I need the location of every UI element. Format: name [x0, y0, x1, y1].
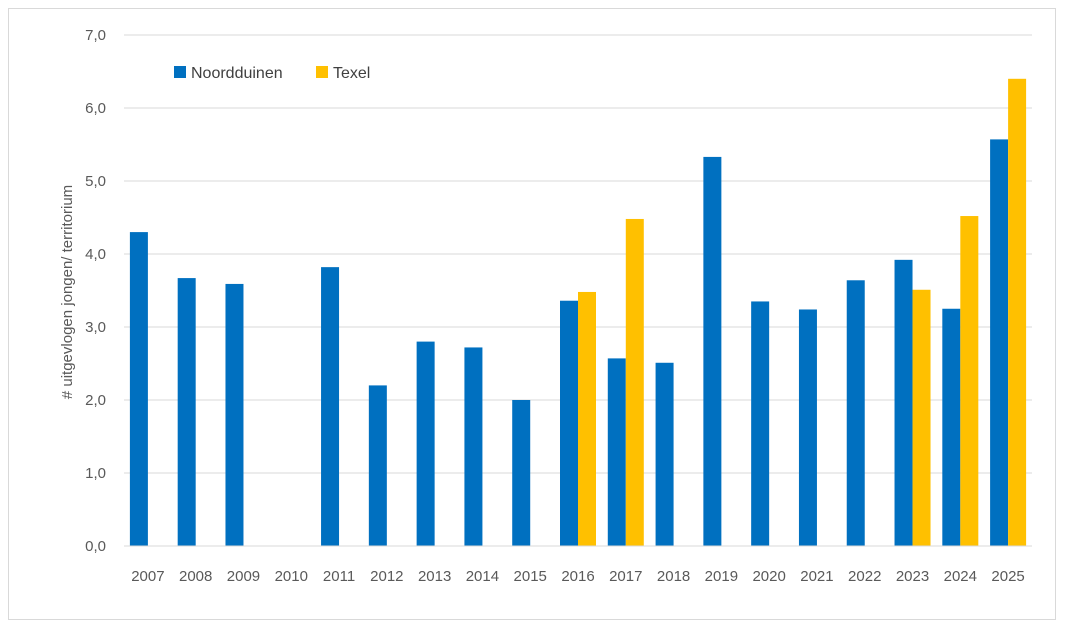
x-tick-label: 2025: [991, 568, 1024, 585]
x-tick-label: 2011: [323, 568, 355, 585]
bar-noordduinen: [894, 259, 913, 546]
x-tick-label: 2023: [896, 568, 929, 585]
bar-texel: [960, 216, 979, 547]
y-tick-label: 0,0: [85, 538, 106, 555]
gridlines: [124, 34, 1032, 474]
bar-noordduinen: [607, 358, 626, 546]
y-tick-label: 5,0: [85, 173, 106, 190]
bar-noordduinen: [798, 309, 817, 546]
x-tick-label: 2014: [466, 568, 499, 585]
bar-noordduinen: [416, 341, 435, 546]
bar-texel: [912, 289, 931, 546]
legend: Noordduinen Texel: [174, 65, 370, 82]
y-tick-label: 2,0: [85, 392, 106, 409]
y-tick-label: 4,0: [85, 246, 106, 263]
bars: [129, 78, 1027, 547]
bar-noordduinen: [512, 400, 531, 546]
y-tick-label: 3,0: [85, 319, 106, 336]
legend-swatch: [316, 66, 328, 78]
y-tick-label: 6,0: [85, 100, 106, 117]
legend-swatch: [174, 66, 186, 78]
bar-texel: [625, 218, 644, 546]
x-tick-label: 2022: [848, 568, 881, 585]
bar-noordduinen: [368, 385, 387, 546]
bar-noordduinen: [321, 267, 340, 546]
bar-texel: [1008, 78, 1027, 547]
x-tick-label: 2019: [705, 568, 738, 585]
bar-noordduinen: [225, 283, 244, 546]
legend-label: Texel: [333, 65, 370, 82]
x-tick-label: 2017: [609, 568, 642, 585]
bar-noordduinen: [751, 301, 770, 546]
bar-noordduinen: [560, 300, 578, 546]
bar-noordduinen: [942, 308, 961, 546]
legend-label: Noordduinen: [191, 65, 283, 82]
x-tick-label: 2021: [800, 568, 833, 585]
bar-noordduinen: [464, 347, 483, 546]
x-tick-label: 2024: [944, 568, 977, 585]
bar-noordduinen: [703, 156, 722, 546]
bar-noordduinen: [177, 278, 196, 546]
bar-texel: [578, 291, 596, 546]
x-tick-label: 2007: [131, 568, 164, 585]
x-tick-label: 2012: [370, 568, 403, 585]
bar-noordduinen: [846, 280, 865, 546]
x-tick-label: 2009: [227, 568, 260, 585]
x-tick-label: 2016: [561, 568, 594, 585]
bar-noordduinen: [129, 232, 148, 546]
x-tick-label: 2015: [514, 568, 547, 585]
x-tick-label: 2020: [752, 568, 785, 585]
x-tick-label: 2013: [418, 568, 451, 585]
x-tick-label: 2018: [657, 568, 690, 585]
bar-noordduinen: [655, 362, 674, 546]
y-tick-label: 1,0: [85, 465, 106, 482]
x-tick-label: 2008: [179, 568, 212, 585]
x-tick-label: 2010: [275, 568, 308, 585]
x-axis-ticks: 2007 2008 2009 2010 2011 2012 2013 2014 2015 2016…: [131, 568, 1025, 585]
y-axis-ticks: 0,0 1,0 2,0 3,0 4,0 5,0 6,0 7,0: [85, 27, 106, 555]
y-axis-title: # uitgevlogen jongen/ territorium: [59, 185, 76, 399]
y-tick-label: 7,0: [85, 27, 106, 44]
bar-noordduinen: [990, 139, 1009, 546]
